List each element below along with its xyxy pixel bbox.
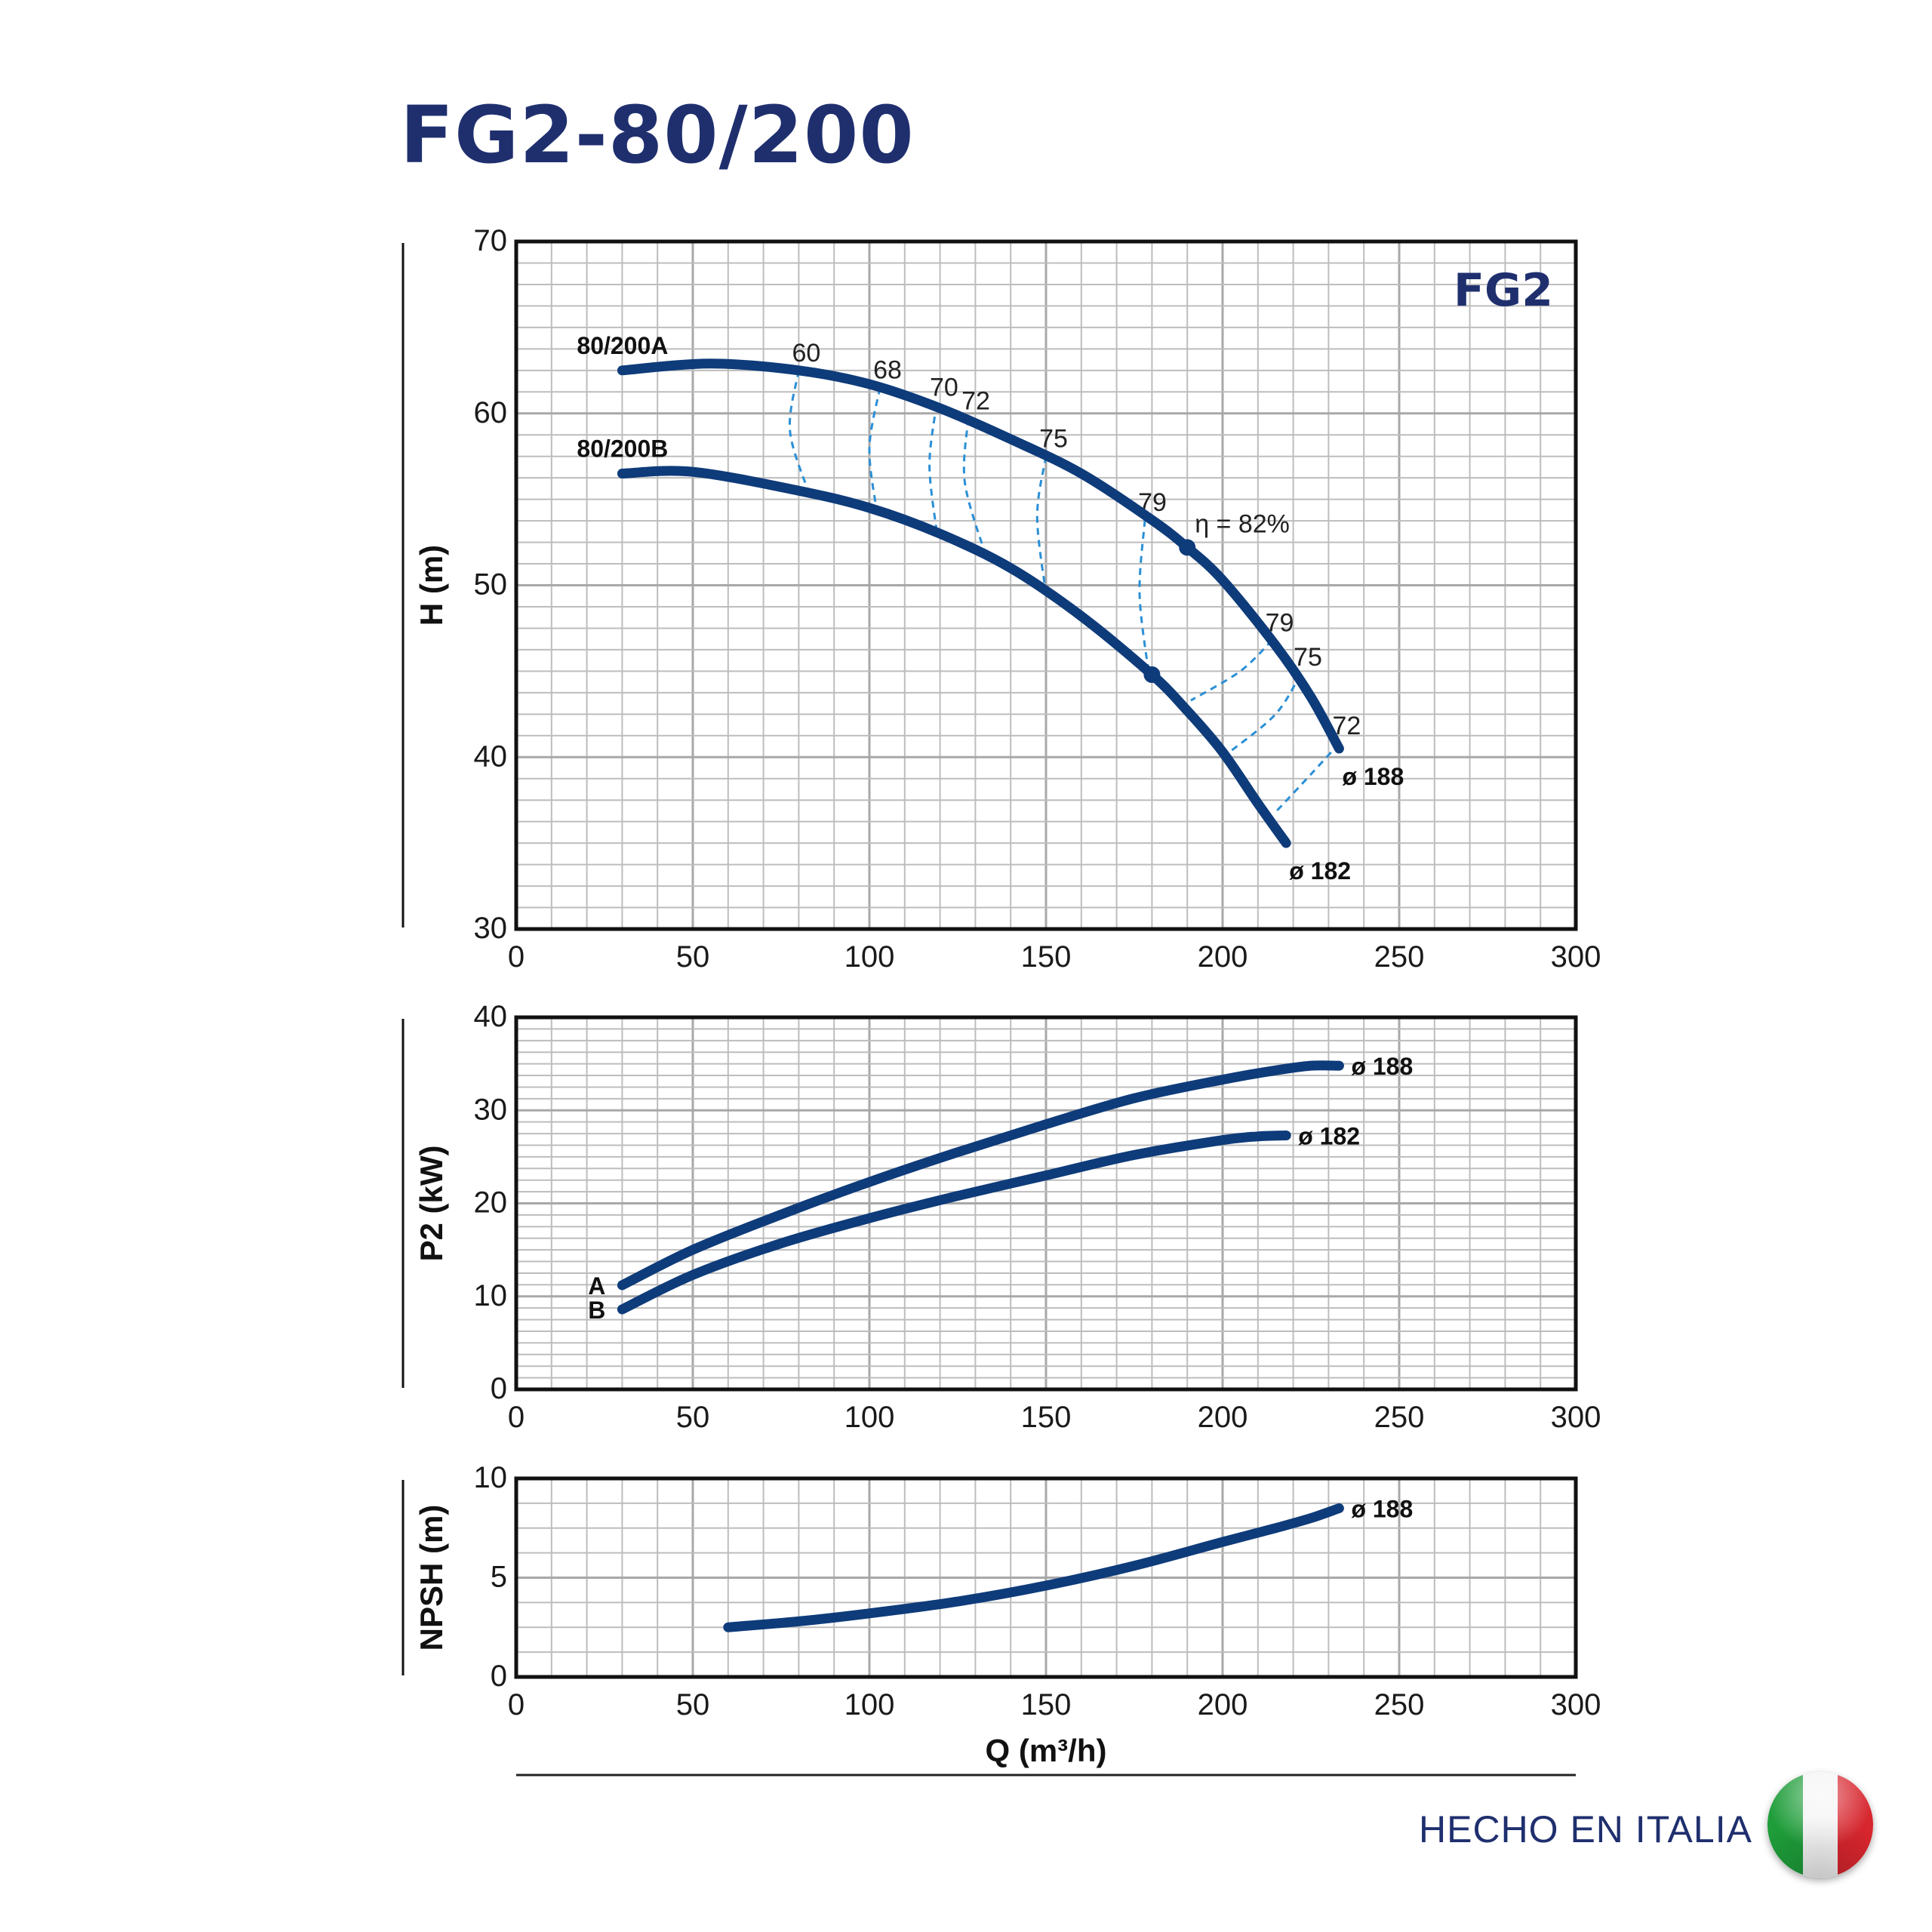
diameter-label: ø 188 xyxy=(1342,763,1404,790)
grid xyxy=(516,1478,1576,1677)
series-line xyxy=(617,358,1344,754)
x-tick-label: 200 xyxy=(1198,940,1248,974)
italy-flag-icon xyxy=(1767,1772,1873,1878)
y-axis-label: NPSH (m) xyxy=(414,1505,449,1651)
efficiency-label: 75 xyxy=(1294,643,1322,672)
head-chart-panel: 0 50 100 150 200 250 300 30 40 50 60 70 H (m) FG2 60 68… xyxy=(401,224,1601,974)
efficiency-label: 68 xyxy=(873,356,902,385)
diameter-label: ø 188 xyxy=(1351,1053,1413,1080)
series-family-label: FG2 xyxy=(1454,264,1553,317)
x-tick-label: 100 xyxy=(844,940,895,974)
y-tick-label: 10 xyxy=(474,1279,508,1312)
best-efficiency-point xyxy=(1143,666,1161,683)
x-tick-label: 200 xyxy=(1198,1401,1248,1434)
series-line xyxy=(617,1131,1291,1315)
grid xyxy=(516,242,1576,929)
y-tick-label: 10 xyxy=(474,1461,508,1494)
efficiency-line xyxy=(868,387,881,510)
x-tick-label: 250 xyxy=(1374,1688,1425,1721)
power-chart-panel: 0 50 100 150 200 250 300 0 10 20 30 40 P2 (kW) Aø 188… xyxy=(401,1000,1601,1434)
best-efficiency-point xyxy=(1179,539,1196,556)
efficiency-line xyxy=(1275,742,1340,814)
plot-frame xyxy=(514,1476,1578,1679)
y-tick-label: 60 xyxy=(474,396,508,429)
y-tick-label: 40 xyxy=(474,1000,508,1033)
x-tick-label: 0 xyxy=(508,1688,525,1721)
series-name-label: 80/200B xyxy=(577,435,668,462)
npsh-chart-panel: 0 50 100 150 200 250 300 0 5 10 NPSH (m) Q (m³/h) ø … xyxy=(401,1461,1601,1768)
x-tick-label: 0 xyxy=(508,940,525,974)
efficiency-line xyxy=(1190,639,1273,702)
series-line xyxy=(617,1060,1344,1291)
x-tick-label: 250 xyxy=(1374,1401,1425,1434)
y-tick-label: 20 xyxy=(474,1186,508,1220)
y-axis-label: H (m) xyxy=(414,545,449,626)
efficiency-line xyxy=(1229,674,1302,753)
series-line xyxy=(723,1503,1344,1632)
x-tick-label: 100 xyxy=(844,1401,895,1434)
grid xyxy=(516,1017,1576,1389)
efficiency-label: 60 xyxy=(792,339,820,368)
x-tick-label: 0 xyxy=(508,1401,525,1434)
x-tick-label: 150 xyxy=(1021,940,1072,974)
efficiency-line xyxy=(962,418,987,557)
best-efficiency-label: η = 82% xyxy=(1195,509,1290,538)
x-tick-label: 50 xyxy=(676,940,710,974)
plot-frame xyxy=(514,1015,1578,1392)
x-axis-label: Q (m³/h) xyxy=(986,1733,1107,1768)
x-tick-label: 50 xyxy=(676,1688,710,1721)
efficiency-line xyxy=(928,405,938,531)
efficiency-label: 75 xyxy=(1039,425,1068,454)
x-tick-label: 300 xyxy=(1551,1401,1601,1434)
efficiency-line xyxy=(1138,519,1150,672)
x-tick-label: 200 xyxy=(1198,1688,1248,1721)
diameter-label: ø 188 xyxy=(1351,1495,1413,1522)
y-tick-label: 30 xyxy=(474,1093,508,1126)
x-tick-label: 50 xyxy=(676,1401,710,1434)
y-tick-label: 30 xyxy=(474,912,508,945)
y-tick-label: 5 xyxy=(491,1561,507,1594)
diameter-label: ø 182 xyxy=(1289,857,1351,884)
y-tick-label: 40 xyxy=(474,740,508,773)
x-tick-label: 300 xyxy=(1551,1688,1601,1721)
y-tick-label: 50 xyxy=(474,568,508,601)
flag-gloss xyxy=(1767,1772,1873,1878)
x-tick-label: 150 xyxy=(1021,1401,1072,1434)
plot-frame xyxy=(514,239,1578,931)
efficiency-line xyxy=(788,370,811,495)
x-tick-label: 150 xyxy=(1021,1688,1072,1721)
series-name-label: 80/200A xyxy=(577,332,668,359)
diameter-label: ø 182 xyxy=(1298,1123,1360,1150)
efficiency-label: 70 xyxy=(930,373,958,401)
efficiency-label: 72 xyxy=(961,387,990,416)
made-in-italy-text: HECHO EN ITALIA xyxy=(1419,1808,1752,1850)
x-tick-label: 300 xyxy=(1551,940,1601,974)
series-name-label: A xyxy=(588,1272,605,1300)
efficiency-lines xyxy=(788,370,1340,814)
y-tick-label: 0 xyxy=(491,1660,507,1693)
series-name-label: B xyxy=(588,1297,605,1324)
y-tick-label: 0 xyxy=(491,1372,507,1405)
chart-title: FG2-80/200 xyxy=(400,89,915,181)
x-tick-label: 100 xyxy=(844,1688,895,1721)
y-axis-label: P2 (kW) xyxy=(414,1145,449,1261)
efficiency-line xyxy=(1035,456,1048,595)
y-tick-label: 70 xyxy=(474,224,508,257)
x-tick-label: 250 xyxy=(1374,940,1425,974)
